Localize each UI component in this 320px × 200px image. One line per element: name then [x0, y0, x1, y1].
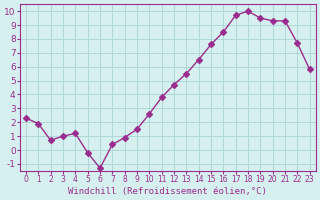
X-axis label: Windchill (Refroidissement éolien,°C): Windchill (Refroidissement éolien,°C)	[68, 187, 267, 196]
